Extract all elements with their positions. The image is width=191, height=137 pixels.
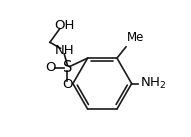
Text: OH: OH <box>54 19 74 32</box>
Text: NH: NH <box>54 44 74 57</box>
Text: Me: Me <box>127 31 144 44</box>
Text: O: O <box>46 61 56 74</box>
Text: S: S <box>63 60 72 75</box>
Text: O: O <box>62 79 73 91</box>
Text: NH$_2$: NH$_2$ <box>140 76 166 91</box>
